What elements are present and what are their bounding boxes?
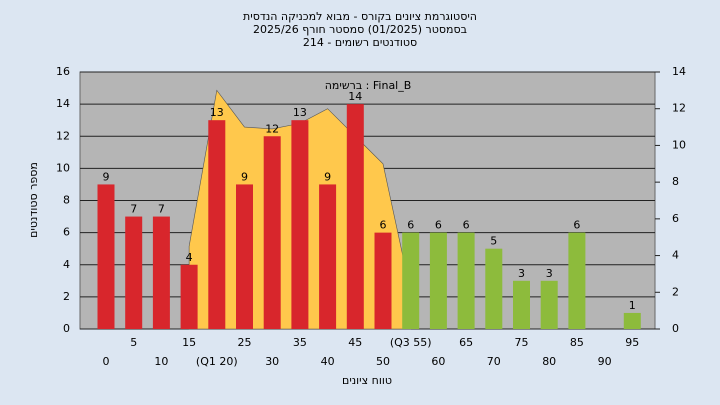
bar (513, 280, 530, 329)
title: בסמסטר (01/2025) סמסטר חורף 2025/26 (253, 23, 467, 36)
y-axis-label: מספר סטודנטים (27, 162, 40, 238)
bar (374, 232, 392, 329)
bar (97, 184, 115, 329)
y2-tick-label: 0 (672, 322, 679, 335)
x-tick-label: 25 (238, 336, 252, 349)
bar (208, 120, 226, 329)
bar (346, 104, 364, 329)
x-tick-label: 85 (570, 336, 584, 349)
bar (568, 232, 586, 329)
value-label: 5 (490, 235, 497, 248)
value-label: 14 (348, 90, 362, 103)
x-tick-label: 45 (348, 336, 362, 349)
bar (236, 184, 253, 329)
value-label: 3 (546, 267, 553, 280)
value-label: 1 (629, 299, 636, 312)
bar (457, 232, 475, 329)
x-tick-label: 95 (625, 336, 639, 349)
bar (319, 184, 337, 329)
bar (291, 120, 309, 329)
x-axis-label: טווח ציונים (342, 374, 392, 387)
y2-tick-label: 12 (672, 102, 686, 115)
title: היסטוגרמת ציונים בקורס - מבוא למכניקה הנ… (243, 10, 477, 23)
value-label: 13 (293, 106, 307, 119)
x-tick-label: (Q1 20) (196, 355, 238, 368)
x-tick-label: 0 (103, 355, 110, 368)
x-tick-label: 75 (515, 336, 529, 349)
bar (540, 280, 558, 329)
x-tick-label: 90 (598, 355, 612, 368)
x-tick-label: 60 (431, 355, 445, 368)
value-label: 7 (130, 203, 137, 216)
value-label: 9 (241, 170, 248, 183)
y-tick-label: 0 (63, 322, 70, 335)
value-label: 9 (324, 170, 331, 183)
value-label: 13 (210, 106, 224, 119)
x-tick-label: 35 (293, 336, 307, 349)
value-label: 6 (463, 219, 470, 232)
y-tick-label: 14 (56, 97, 70, 110)
value-label: 9 (103, 170, 110, 183)
bar (402, 232, 420, 329)
bar (623, 312, 641, 329)
y-tick-label: 8 (63, 194, 70, 207)
y-tick-label: 12 (56, 129, 70, 142)
y2-tick-label: 10 (672, 138, 686, 151)
bar (485, 248, 503, 329)
value-label: 6 (573, 219, 580, 232)
annotation: ברשימה : Final_B (325, 79, 412, 92)
value-label: 7 (158, 203, 165, 216)
y2-tick-label: 14 (672, 65, 686, 78)
x-tick-label: 30 (265, 355, 279, 368)
value-label: 6 (435, 219, 442, 232)
title: סטודנטים רשומים - 214 (303, 36, 417, 49)
value-label: 6 (380, 219, 387, 232)
x-tick-label: (Q3 55) (390, 336, 432, 349)
x-tick-label: 65 (459, 336, 473, 349)
value-label: 3 (518, 267, 525, 280)
x-tick-label: 40 (321, 355, 335, 368)
y-tick-label: 4 (63, 258, 70, 271)
x-tick-label: 70 (487, 355, 501, 368)
bar (263, 136, 281, 329)
y-tick-label: 16 (56, 65, 70, 78)
x-tick-label: 50 (376, 355, 390, 368)
bar (180, 264, 198, 329)
value-label: 6 (407, 219, 414, 232)
bar (152, 216, 170, 329)
value-label: 12 (265, 122, 279, 135)
value-label: 4 (186, 251, 193, 264)
y2-tick-label: 6 (672, 212, 679, 225)
x-tick-label: 80 (542, 355, 556, 368)
y-tick-label: 10 (56, 161, 70, 174)
bar (429, 232, 447, 329)
x-tick-label: 15 (182, 336, 196, 349)
y2-tick-label: 8 (672, 175, 679, 188)
y-tick-label: 2 (63, 290, 70, 303)
bar (125, 216, 143, 329)
x-tick-label: 5 (130, 336, 137, 349)
y-tick-label: 6 (63, 226, 70, 239)
y2-tick-label: 2 (672, 285, 679, 298)
y2-tick-label: 4 (672, 249, 679, 262)
x-tick-label: 10 (154, 355, 168, 368)
